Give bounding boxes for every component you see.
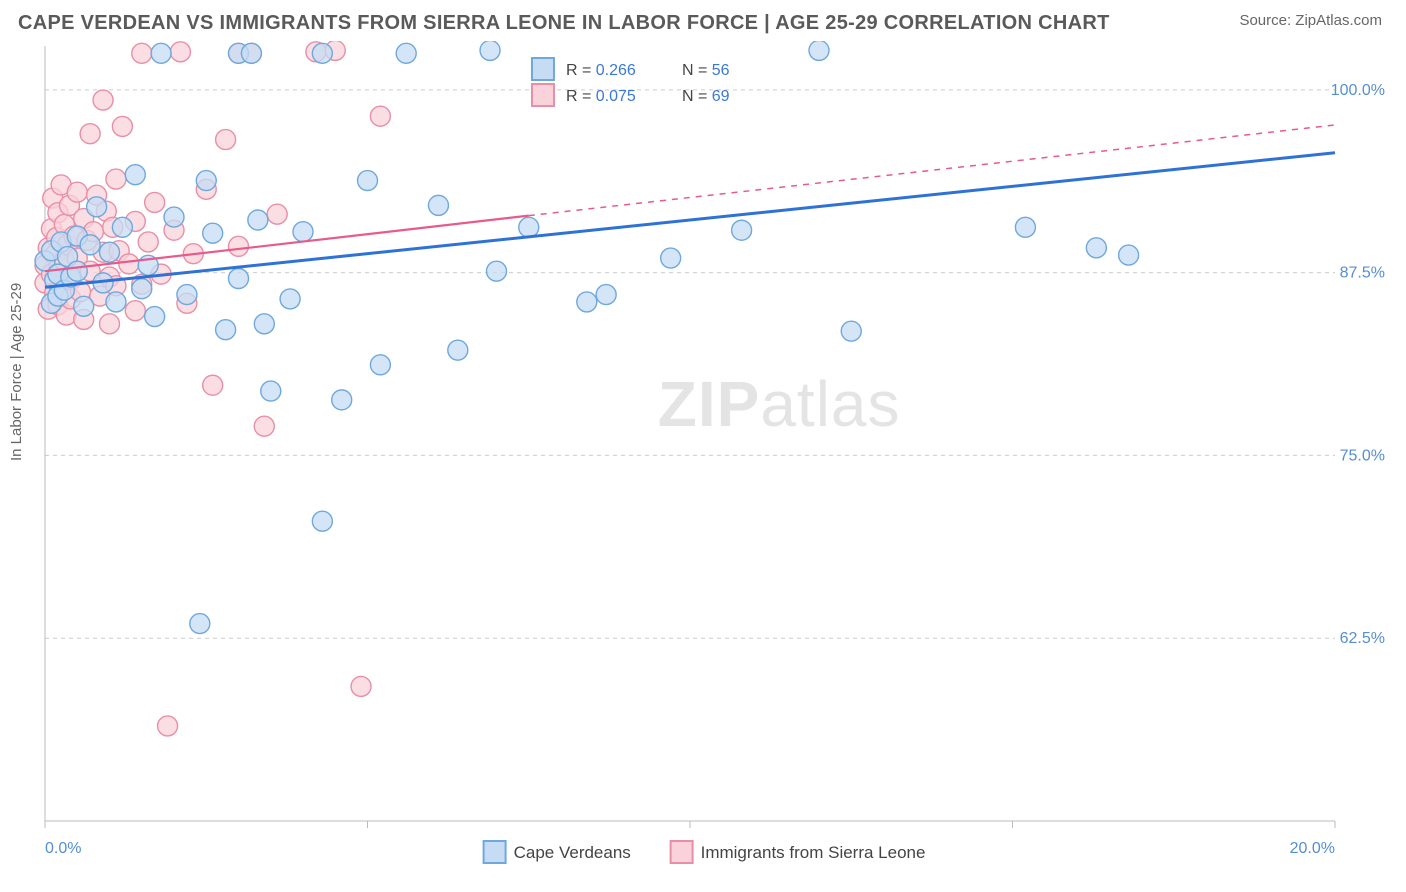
data-point [164, 207, 184, 227]
data-point [106, 169, 126, 189]
data-point [119, 254, 139, 274]
data-point [158, 716, 178, 736]
data-point [261, 381, 281, 401]
data-point [448, 340, 468, 360]
data-point [661, 248, 681, 268]
data-point [428, 195, 448, 215]
data-point [67, 261, 87, 281]
data-point [67, 182, 87, 202]
data-point [196, 171, 216, 191]
data-point [132, 279, 152, 299]
data-point [480, 41, 500, 60]
data-point [577, 292, 597, 312]
data-point [106, 292, 126, 312]
data-point [203, 375, 223, 395]
chart-area: In Labor Force | Age 25-29 0.0% 20.0% 62.5… [0, 41, 1406, 881]
chart-header: CAPE VERDEAN VS IMMIGRANTS FROM SIERRA L… [0, 0, 1406, 41]
data-point [370, 106, 390, 126]
data-point [229, 236, 249, 256]
legend-swatch [532, 84, 554, 106]
trend-line [45, 153, 1335, 288]
data-point [170, 42, 190, 62]
data-point [93, 90, 113, 110]
data-point [358, 171, 378, 191]
data-point [145, 307, 165, 327]
legend-stat-n: N = 69 [682, 88, 730, 105]
data-point [100, 314, 120, 334]
y-axis-label: In Labor Force | Age 25-29 [8, 283, 25, 461]
trend-line-extrapolated [529, 125, 1335, 216]
chart-source: Source: ZipAtlas.com [1239, 12, 1382, 29]
legend-stat-n: N = 56 [682, 62, 730, 79]
data-point [190, 614, 210, 634]
data-point [280, 289, 300, 309]
chart-title: CAPE VERDEAN VS IMMIGRANTS FROM SIERRA L… [18, 12, 1110, 35]
data-point [312, 511, 332, 531]
data-point [267, 204, 287, 224]
data-point [132, 43, 152, 63]
data-point [293, 222, 313, 242]
data-point [332, 390, 352, 410]
data-point [125, 165, 145, 185]
data-point [809, 41, 829, 60]
y-tick-label: 75.0% [1340, 447, 1385, 464]
y-tick-label: 87.5% [1340, 265, 1385, 282]
data-point [248, 210, 268, 230]
data-point [254, 416, 274, 436]
data-point [138, 232, 158, 252]
data-point [80, 235, 100, 255]
data-point [487, 261, 507, 281]
data-point [312, 43, 332, 63]
data-point [229, 269, 249, 289]
bottom-legend-label: Cape Verdeans [514, 843, 631, 862]
y-tick-label: 100.0% [1331, 82, 1385, 99]
watermark: ZIPatlas [658, 368, 901, 440]
data-point [125, 301, 145, 321]
data-point [112, 217, 132, 237]
data-point [177, 285, 197, 305]
data-point [1015, 217, 1035, 237]
data-point [396, 43, 416, 63]
data-point [80, 124, 100, 144]
data-point [145, 192, 165, 212]
data-point [87, 197, 107, 217]
data-point [1119, 245, 1139, 265]
data-point [519, 217, 539, 237]
legend-stat-r: R = 0.266 [566, 62, 636, 79]
x-tick-label: 20.0% [1290, 840, 1335, 857]
data-point [732, 220, 752, 240]
data-point [841, 321, 861, 341]
data-point [241, 43, 261, 63]
y-tick-label: 62.5% [1340, 630, 1385, 647]
data-point [151, 43, 171, 63]
data-point [112, 116, 132, 136]
bottom-legend-label: Immigrants from Sierra Leone [701, 843, 926, 862]
bottom-legend-swatch [671, 841, 693, 863]
legend-swatch [532, 58, 554, 80]
data-point [203, 223, 223, 243]
data-point [254, 314, 274, 334]
data-point [216, 130, 236, 150]
x-tick-label: 0.0% [45, 840, 81, 857]
data-point [100, 242, 120, 262]
data-point [1086, 238, 1106, 258]
bottom-legend-swatch [484, 841, 506, 863]
data-point [596, 285, 616, 305]
data-point [216, 320, 236, 340]
data-point [351, 676, 371, 696]
data-point [370, 355, 390, 375]
legend-stat-r: R = 0.075 [566, 88, 636, 105]
data-point [74, 296, 94, 316]
scatter-plot: 0.0% 20.0% 62.5% 75.0% 87.5% 100.0% ZIPatlas R … [0, 41, 1406, 881]
